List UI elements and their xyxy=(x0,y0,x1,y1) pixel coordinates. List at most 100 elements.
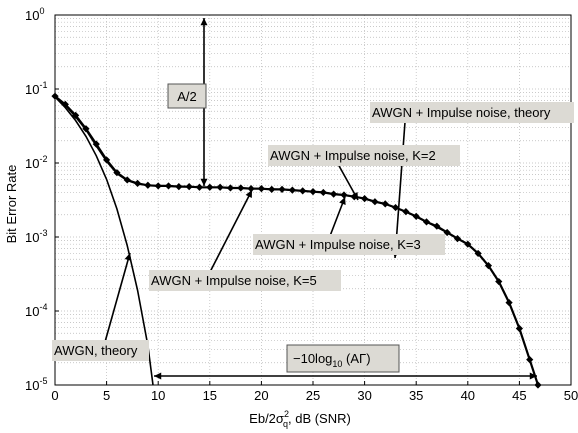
markers-layer xyxy=(51,92,542,389)
label-box xyxy=(167,83,207,109)
arrow-head xyxy=(154,372,162,380)
label-box xyxy=(370,102,574,123)
arrow-head xyxy=(124,253,132,261)
data-marker xyxy=(474,249,482,258)
annotation-gamma-text: −10log10 (AΓ) xyxy=(293,351,371,369)
y-axis-label: Bit Error Rate xyxy=(4,165,19,244)
data-marker xyxy=(371,198,379,206)
y-tick-label: 100 xyxy=(25,6,44,23)
arrow-head xyxy=(200,18,208,26)
x-tick-label: 30 xyxy=(357,388,371,403)
data-marker xyxy=(443,228,451,237)
data-marker xyxy=(526,356,534,364)
annotation-k3: AWGN + Impulse noise, K=3 xyxy=(253,234,445,255)
data-marker xyxy=(495,277,503,286)
annotation-theory: AWGN + Impulse noise, theory xyxy=(370,102,574,123)
x-axis-label: Eb/2σ2 q, dB (SNR) xyxy=(249,409,351,429)
y-tick-label: 10-2 xyxy=(25,154,47,171)
data-marker xyxy=(61,100,69,108)
data-marker xyxy=(330,190,338,198)
data-marker xyxy=(278,185,286,193)
annotation-k2: AWGN + Impulse noise, K=2 xyxy=(268,145,460,166)
series-line-0 xyxy=(54,96,154,386)
arrow-line xyxy=(104,252,131,343)
y-tick-label: 10-1 xyxy=(25,80,47,97)
data-marker xyxy=(144,181,152,189)
x-tick-label: 25 xyxy=(306,388,320,403)
data-marker xyxy=(92,140,100,148)
data-marker xyxy=(257,185,265,193)
annotation-theory-text: AWGN + Impulse noise, theory xyxy=(372,105,551,120)
data-marker xyxy=(319,188,327,197)
label-box xyxy=(268,145,460,166)
data-marker xyxy=(185,182,193,191)
data-marker xyxy=(422,218,431,226)
x-tick-label: 0 xyxy=(51,388,58,403)
data-marker xyxy=(123,176,131,184)
data-marker xyxy=(72,111,80,119)
annotation-k2-text: AWGN + Impulse noise, K=2 xyxy=(270,148,436,163)
x-tick-label: 50 xyxy=(564,388,578,403)
data-marker xyxy=(268,185,276,193)
x-tick-label: 40 xyxy=(461,388,475,403)
x-tick-label: 20 xyxy=(254,388,268,403)
annotation-a-half-text: A/2 xyxy=(177,89,197,104)
data-marker xyxy=(391,203,400,212)
arrow-head xyxy=(245,190,252,198)
label-box xyxy=(286,344,400,373)
arrow-head xyxy=(200,178,208,186)
data-marker xyxy=(381,200,389,208)
arrow-head xyxy=(529,372,537,380)
arrow-line xyxy=(209,189,253,273)
data-marker xyxy=(175,182,183,191)
data-marker xyxy=(515,324,523,333)
data-marker xyxy=(288,186,296,194)
data-marker xyxy=(82,125,90,133)
grid xyxy=(55,15,571,385)
data-marker xyxy=(453,235,462,243)
y-tick-label: 10-5 xyxy=(25,376,47,393)
data-marker xyxy=(402,208,410,216)
label-box xyxy=(253,234,445,255)
data-marker xyxy=(103,156,111,164)
annotation-k5-text: AWGN + Impulse noise, K=5 xyxy=(151,273,317,288)
x-tick-label: 10 xyxy=(151,388,165,403)
plot-frame xyxy=(54,14,572,386)
x-tick-label: 15 xyxy=(203,388,217,403)
annotation-awgn: AWGN, theory xyxy=(52,340,149,361)
annotation-awgn-text: AWGN, theory xyxy=(54,343,138,358)
label-box xyxy=(149,270,341,291)
data-marker xyxy=(299,187,307,195)
tick-labels: 0 5 10 15 20 25 30 35 40 45 50 100 10-1 10-2 10-3 10-4 1… xyxy=(25,6,578,403)
annotation-k3-text: AWGN + Impulse noise, K=3 xyxy=(255,237,421,252)
annotation-gamma: −10log10 (AΓ) xyxy=(286,344,400,373)
data-marker xyxy=(340,191,348,199)
data-marker xyxy=(113,169,121,177)
data-marker xyxy=(247,185,255,193)
annotation-a-half: A/2 xyxy=(167,83,207,109)
data-marker xyxy=(412,212,420,220)
data-marker xyxy=(361,195,369,203)
x-tick-label: 45 xyxy=(512,388,526,403)
data-marker xyxy=(195,183,204,191)
arrow-head xyxy=(339,197,346,205)
label-box xyxy=(52,340,149,361)
data-marker xyxy=(484,262,493,270)
y-tick-label: 10-4 xyxy=(25,302,47,319)
data-marker xyxy=(226,184,235,192)
arrow-head xyxy=(351,192,358,200)
x-tick-label: 5 xyxy=(103,388,110,403)
y-tick-label: 10-3 xyxy=(25,228,47,245)
data-marker xyxy=(206,183,214,191)
annotation-arrows xyxy=(104,18,537,380)
data-marker xyxy=(464,240,472,248)
data-marker xyxy=(505,298,513,307)
data-marker xyxy=(309,188,317,196)
data-marker xyxy=(433,222,441,230)
data-marker xyxy=(216,183,224,191)
data-marker xyxy=(154,182,162,190)
x-tick-label: 35 xyxy=(409,388,423,403)
annotation-k5: AWGN + Impulse noise, K=5 xyxy=(149,270,341,291)
data-marker xyxy=(237,184,245,192)
